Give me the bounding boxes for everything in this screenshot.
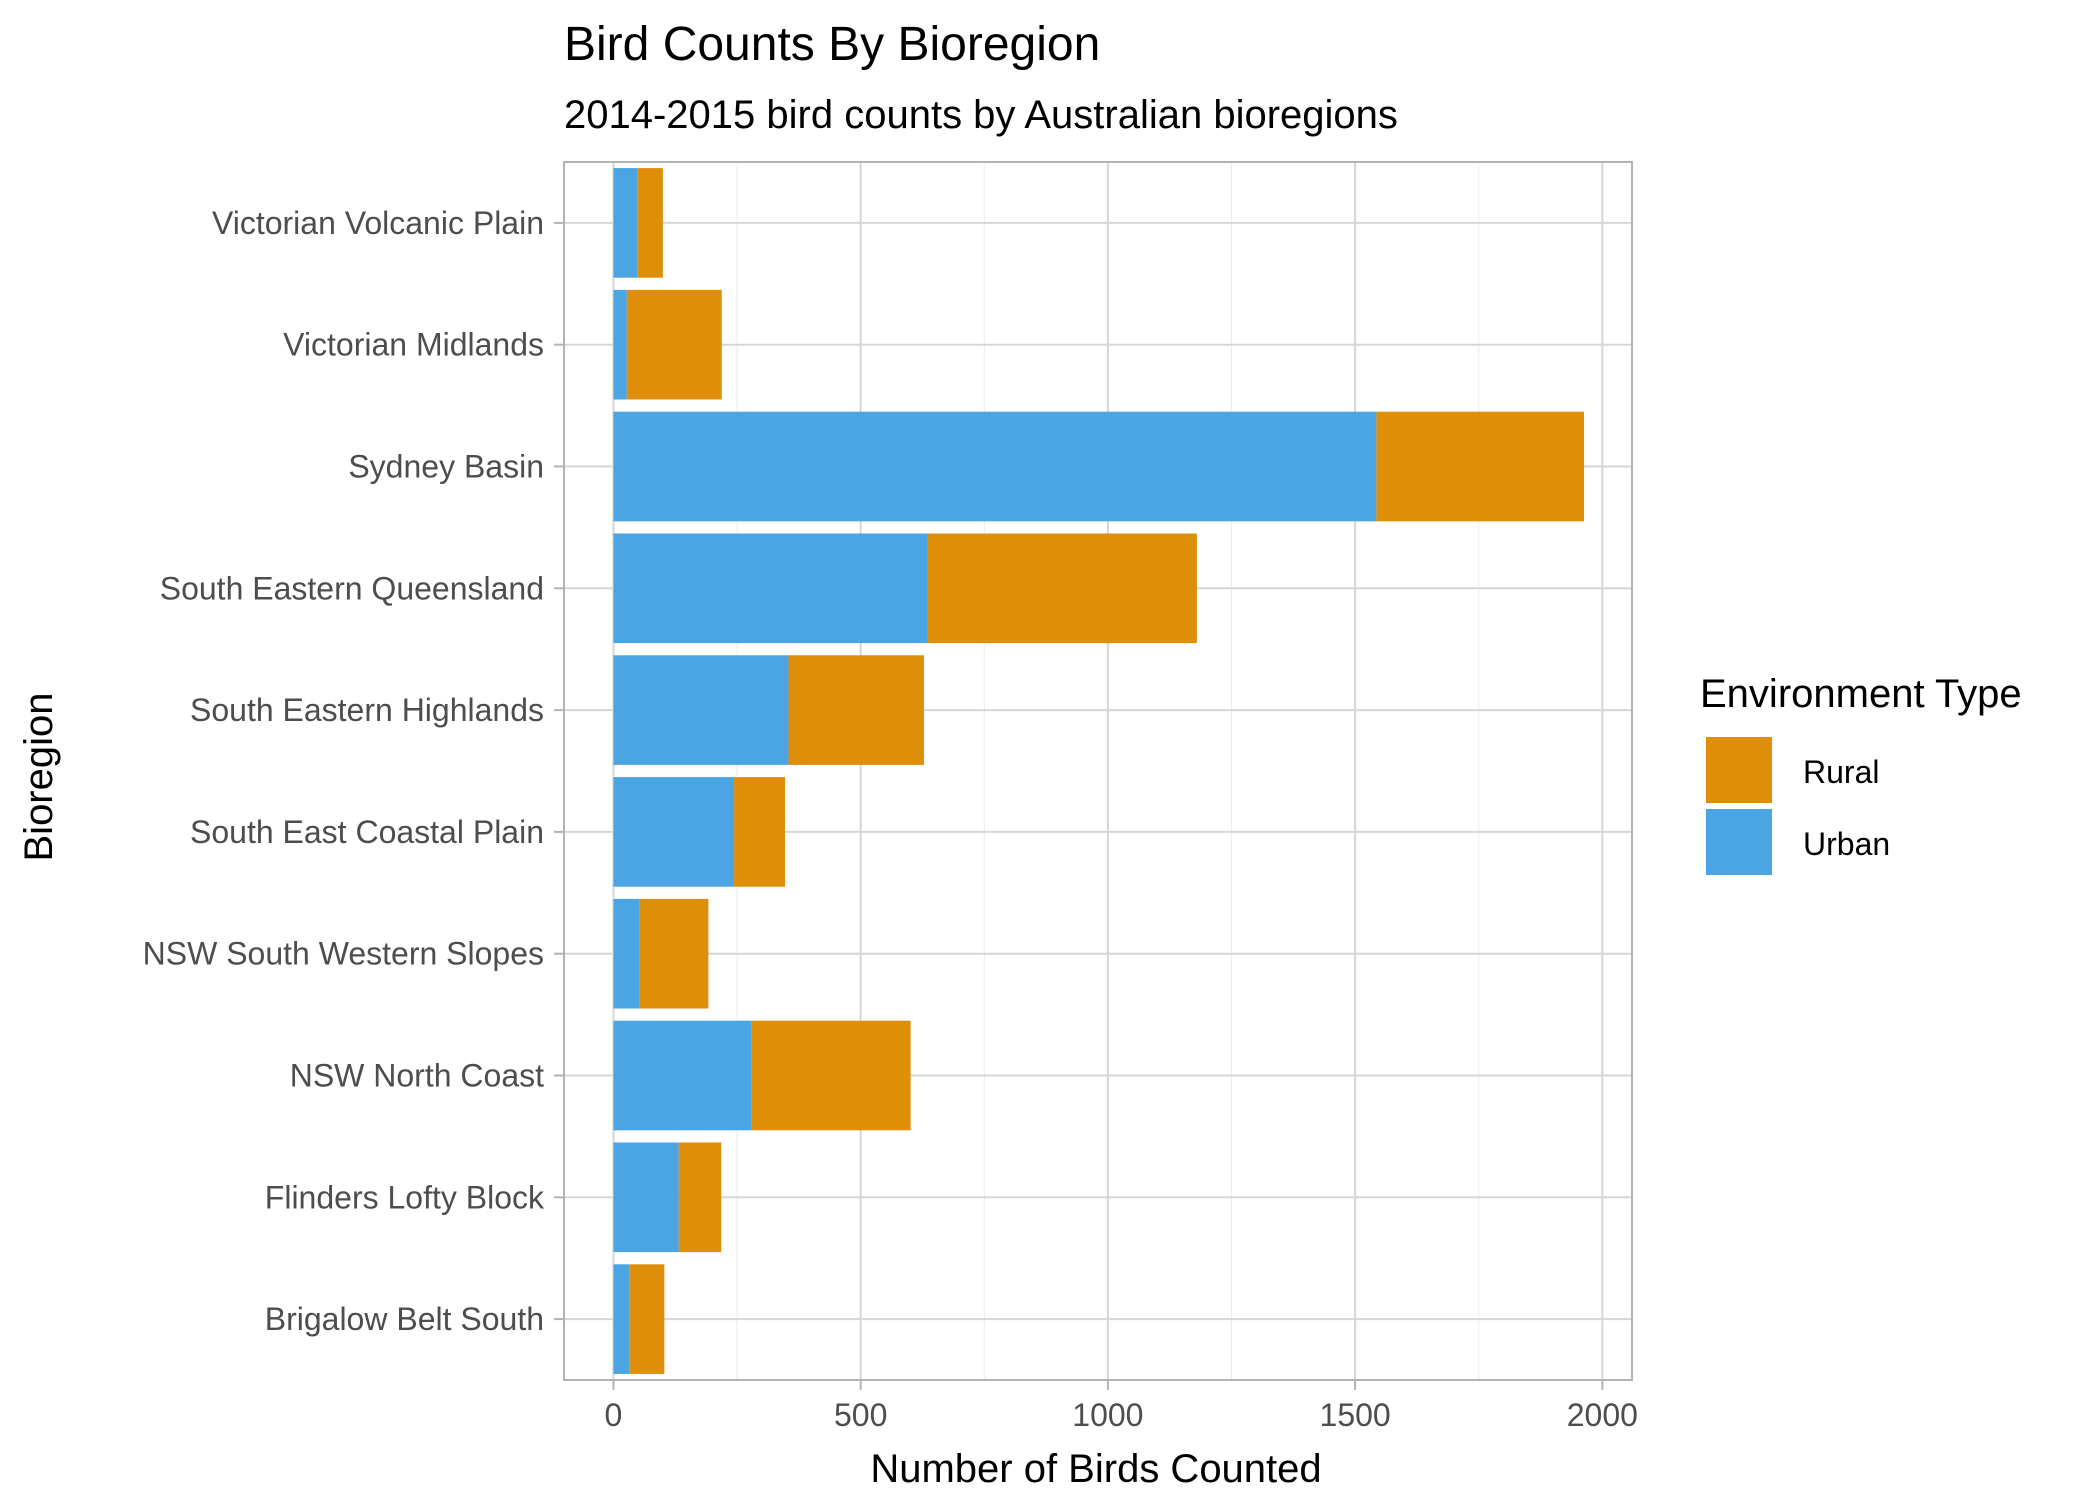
bar-urban-1 [613,289,627,400]
bar-urban-0 [613,168,638,278]
bar-urban-4 [613,655,789,765]
x-tick-label: 1500 [1320,1397,1391,1433]
bar-rural-1 [626,289,722,400]
y-tick-label: NSW South Western Slopes [143,936,544,972]
y-axis-title: Bioregion [17,692,61,861]
x-tick-label: 500 [834,1397,887,1433]
y-tick-label: Victorian Midlands [283,327,544,363]
y-tick-label: Flinders Lofty Block [265,1179,545,1215]
bars [613,168,1585,1374]
plot-panel [563,161,1633,1381]
y-tick-label: South Eastern Queensland [160,570,544,606]
chart-title: Bird Counts By Bioregion [564,18,1100,71]
x-tick-label: 0 [605,1397,623,1433]
bar-urban-9 [613,1264,630,1374]
y-tick-label: South Eastern Highlands [190,692,544,728]
bar-urban-3 [613,533,928,644]
bar-rural-8 [678,1142,722,1253]
legend-label-rural: Rural [1803,754,1879,790]
bar-rural-3 [927,533,1197,644]
gridlines [564,162,1632,1380]
bar-urban-8 [613,1142,679,1253]
bar-rural-6 [639,898,709,1009]
bar-rural-2 [1376,411,1585,522]
bar-urban-2 [613,411,1377,522]
x-axis-title: Number of Birds Counted [870,1447,1321,1491]
bar-urban-6 [613,898,640,1009]
legend: Environment Type Rural Urban [1700,672,2022,875]
y-axis: Victorian Volcanic Plain Victorian Midlan… [143,205,564,1337]
legend-label-urban: Urban [1803,826,1890,862]
bar-urban-7 [613,1020,752,1131]
legend-title: Environment Type [1700,672,2022,716]
legend-key-rural [1706,737,1772,803]
bar-rural-9 [629,1264,665,1374]
y-tick-label: NSW North Coast [290,1058,544,1094]
x-axis: 0 500 1000 1500 2000 [605,1380,1638,1433]
y-tick-label: South East Coastal Plain [190,814,544,850]
y-tick-label: Brigalow Belt South [265,1301,544,1337]
bar-rural-7 [751,1020,911,1131]
chart-subtitle: 2014-2015 bird counts by Australian bior… [564,93,1398,137]
bar-rural-4 [788,655,924,765]
y-tick-label: Sydney Basin [348,449,544,485]
legend-key-urban [1706,809,1772,875]
bar-urban-5 [613,777,735,887]
x-tick-label: 1000 [1072,1397,1143,1433]
x-tick-label: 2000 [1567,1397,1638,1433]
bar-rural-0 [637,168,663,278]
bar-rural-5 [734,777,786,887]
y-tick-label: Victorian Volcanic Plain [212,205,544,241]
